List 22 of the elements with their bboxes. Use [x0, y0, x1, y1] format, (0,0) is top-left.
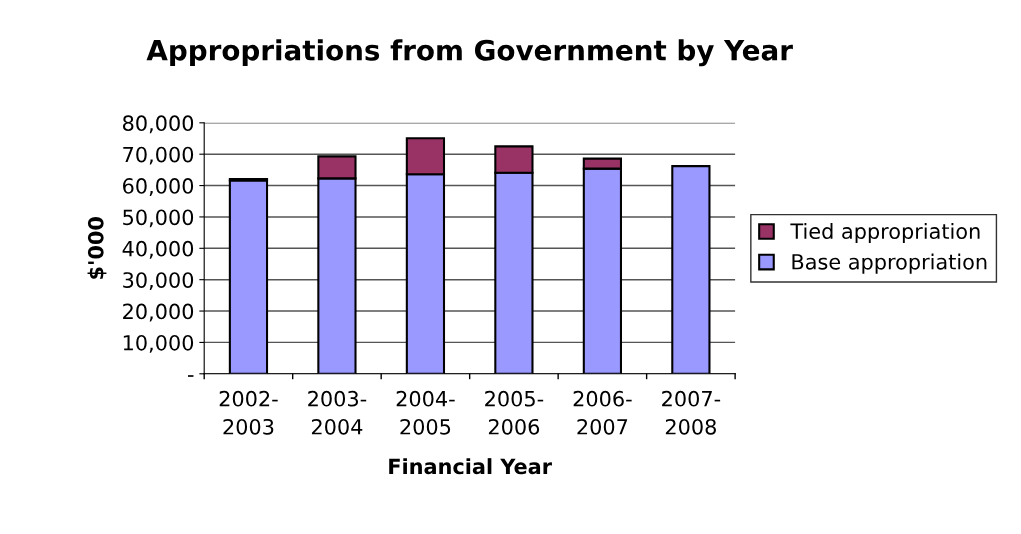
legend-label: Base appropriation — [792, 253, 987, 274]
x-tick-label: 2002- 2003 — [219, 390, 278, 435]
y-tick-label: 20,000 — [123, 303, 194, 322]
legend-label: Tied appropriation — [790, 222, 980, 244]
y-tick-label: 40,000 — [122, 240, 194, 259]
x-tick-label: 2006- 2007 — [573, 390, 632, 435]
y-tick-label: 80,000 — [122, 115, 194, 134]
y-tick-label: 60,000 — [123, 178, 194, 196]
chart-title: Appropriations from Government by Year — [146, 39, 793, 67]
y-tick-label: 70,000 — [123, 146, 194, 165]
x-tick-label: 2004- 2005 — [396, 390, 455, 435]
x-tick-label: 2005- 2006 — [485, 390, 544, 435]
y-tick-label: 30,000 — [123, 272, 194, 291]
y-tick-label: 10,000 — [123, 334, 194, 353]
bar — [228, 179, 269, 374]
y-tick-label: 50,000 — [123, 209, 194, 228]
bar — [671, 165, 711, 374]
x-axis-title: Financial Year — [389, 458, 552, 475]
x-tick-label: 2003- 2004 — [308, 390, 367, 435]
x-tick-label: 2007- 2008 — [662, 390, 721, 435]
y-axis-title: $'000 — [87, 217, 107, 279]
y-tick-label: - — [187, 375, 194, 377]
